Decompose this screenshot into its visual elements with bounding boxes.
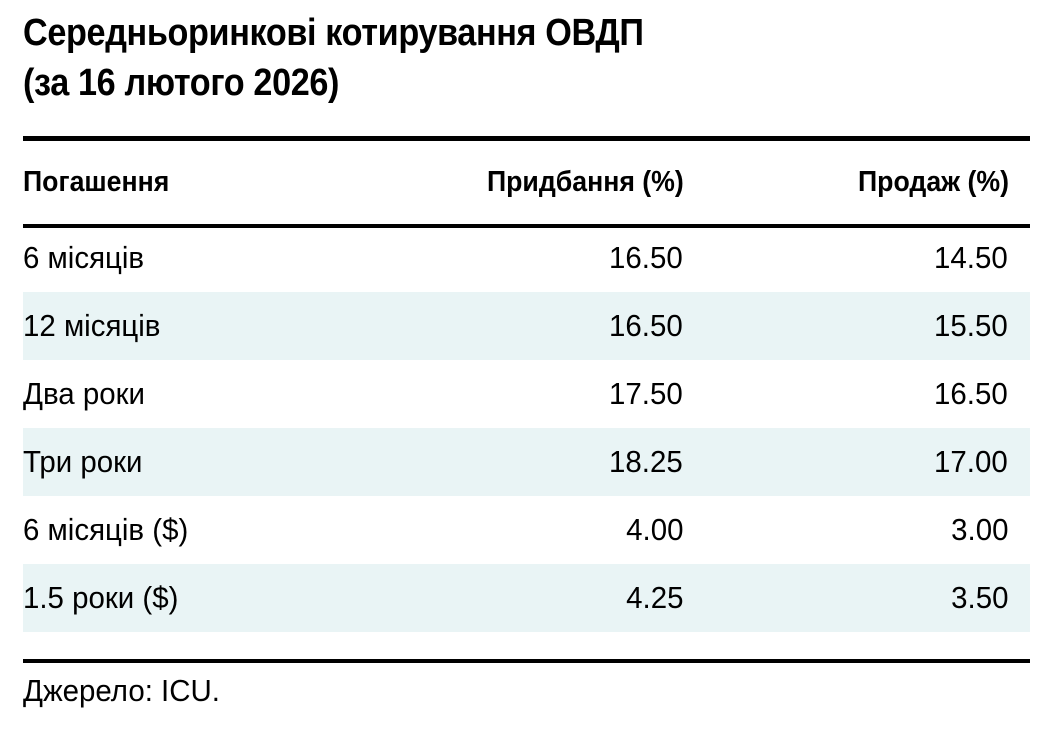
table-row: 12 місяців 16.50 15.50 bbox=[23, 292, 1030, 360]
cell-bid: 17.50 bbox=[609, 376, 684, 411]
quotes-table: Погашення Придбання (%) Продаж (%) 6 міс… bbox=[23, 141, 1030, 632]
cell-maturity: 1.5 роки ($) bbox=[23, 580, 179, 615]
table-row: Два роки 17.50 16.50 bbox=[23, 360, 1030, 428]
rule-above-header bbox=[23, 136, 1030, 141]
cell-maturity: 6 місяців bbox=[23, 240, 145, 275]
cell-bid: 18.25 bbox=[609, 444, 684, 479]
rule-below-header bbox=[23, 224, 1030, 228]
cell-maturity: Три роки bbox=[23, 444, 143, 479]
page-title-line-2: (за 16 лютого 2026) bbox=[23, 62, 340, 104]
table-header-row: Погашення Придбання (%) Продаж (%) bbox=[23, 141, 1030, 224]
source-note: Джерело: ICU. bbox=[23, 671, 230, 711]
cell-ask: 3.00 bbox=[950, 512, 1009, 547]
quotes-table-wrapper: Погашення Придбання (%) Продаж (%) 6 міс… bbox=[23, 141, 1030, 632]
rule-below-table bbox=[23, 659, 1030, 663]
table-row: Три роки 18.25 17.00 bbox=[23, 428, 1030, 496]
cell-maturity: 12 місяців bbox=[23, 308, 161, 343]
cell-bid: 16.50 bbox=[609, 308, 684, 343]
table-row: 1.5 роки ($) 4.25 3.50 bbox=[23, 564, 1030, 632]
cell-ask: 14.50 bbox=[934, 240, 1009, 275]
cell-maturity: 6 місяців ($) bbox=[23, 512, 189, 547]
cell-bid: 16.50 bbox=[609, 240, 684, 275]
cell-ask: 16.50 bbox=[934, 376, 1009, 411]
source-note-text: Джерело: ICU. bbox=[23, 673, 220, 708]
cell-ask: 15.50 bbox=[934, 308, 1009, 343]
column-header-maturity: Погашення bbox=[23, 166, 170, 198]
table-body: 6 місяців 16.50 14.50 12 місяців 16.50 1… bbox=[23, 224, 1030, 632]
table-header: Погашення Придбання (%) Продаж (%) bbox=[23, 141, 1030, 224]
cell-maturity: Два роки bbox=[23, 376, 145, 411]
cell-ask: 3.50 bbox=[950, 580, 1009, 615]
column-header-ask: Продаж (%) bbox=[857, 166, 1009, 198]
page-title: Середньоринкові котирування ОВДП (за 16 … bbox=[23, 8, 1033, 108]
page-title-line-1: Середньоринкові котирування ОВДП bbox=[23, 12, 644, 54]
table-row: 6 місяців ($) 4.00 3.00 bbox=[23, 496, 1030, 564]
column-header-bid: Придбання (%) bbox=[487, 166, 684, 198]
cell-ask: 17.00 bbox=[934, 444, 1009, 479]
cell-bid: 4.00 bbox=[625, 512, 684, 547]
cell-bid: 4.25 bbox=[625, 580, 684, 615]
table-row: 6 місяців 16.50 14.50 bbox=[23, 224, 1030, 292]
